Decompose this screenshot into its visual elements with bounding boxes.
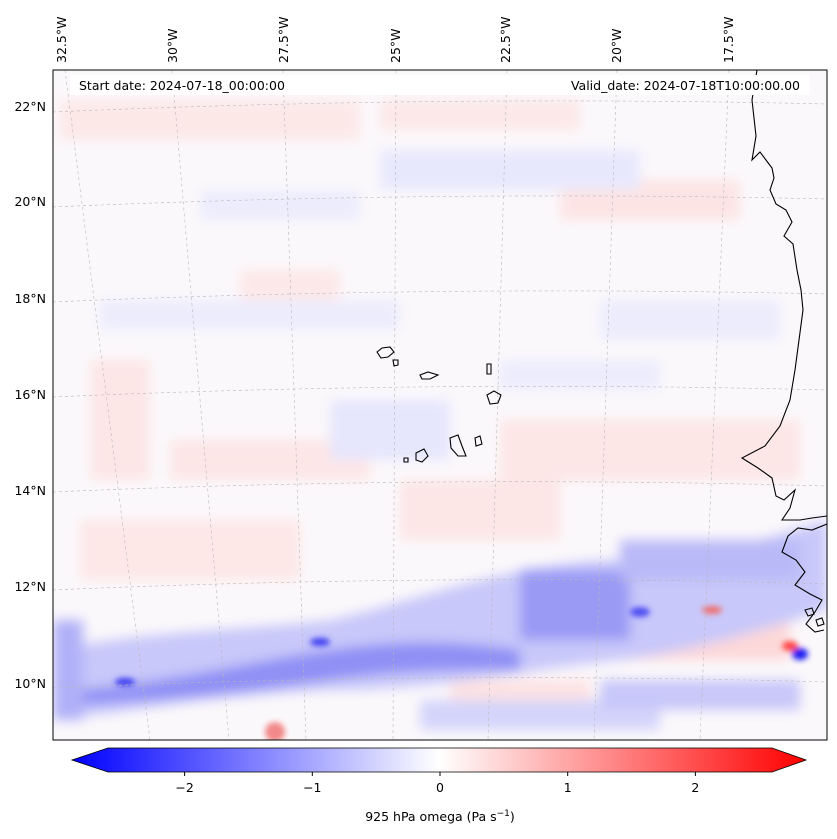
colorbar-tick-label: 0 [436, 780, 444, 795]
africa-coast [740, 70, 827, 521]
coastlines [376, 70, 827, 633]
colorbar-tick-label: −1 [303, 780, 321, 795]
colorbar-ticks: −2 −1 0 1 2 [175, 772, 699, 795]
lat-label-12n: 12°N [14, 579, 46, 594]
island-santiago [449, 434, 467, 457]
island-boa-vista [486, 390, 502, 405]
graticule [53, 70, 827, 740]
lon-label-32-5w: 32.5°W [54, 17, 69, 63]
valid-date-label: Valid_date: 2024-07-18T10:00:00.00 [571, 78, 800, 93]
lon-label-30w: 30°W [165, 28, 180, 63]
lat-label-16n: 16°N [14, 387, 46, 402]
lon-label-20w: 20°W [609, 28, 624, 63]
omega-extremes [115, 606, 808, 740]
start-date-label: Start date: 2024-07-18_00:00:00 [79, 78, 285, 93]
map-frame [52, 69, 828, 741]
header-band [70, 75, 810, 95]
lon-label-25w: 25°W [388, 28, 403, 63]
lat-label-14n: 14°N [14, 483, 46, 498]
colorbar: −2 −1 0 1 2 925 hPa omega (Pa s−1) [70, 747, 808, 824]
omega-field [53, 70, 827, 740]
latitude-labels: 22°N 20°N 18°N 16°N 14°N 12°N 10°N [14, 99, 46, 691]
omega-shading [53, 100, 827, 730]
island-sal [486, 363, 492, 375]
bijagos-islands [804, 607, 825, 627]
island-maio [474, 435, 483, 447]
colorbar-tick-label: −2 [175, 780, 193, 795]
lat-label-22n: 22°N [14, 99, 46, 114]
island-brava [403, 457, 409, 463]
lat-label-20n: 20°N [14, 194, 46, 209]
colorbar-label: 925 hPa omega (Pa s−1) [365, 809, 515, 824]
colorbar-tick-label: 1 [564, 780, 572, 795]
lat-label-10n: 10°N [14, 676, 46, 691]
island-fogo [415, 448, 429, 463]
lon-label-17-5w: 17.5°W [721, 17, 736, 63]
lon-label-27-5w: 27.5°W [276, 17, 291, 63]
island-sao-vicente [392, 359, 399, 367]
colorbar-tick-label: 2 [691, 780, 699, 795]
island-santo-antao [376, 346, 395, 359]
lon-label-22-5w: 22.5°W [498, 17, 513, 63]
colorbar-body [70, 747, 808, 773]
africa-coast-south [781, 523, 827, 633]
island-sao-nicolau [419, 371, 440, 380]
lat-label-18n: 18°N [14, 291, 46, 306]
longitude-labels: 32.5°W 30°W 27.5°W 25°W 22.5°W 20°W 17.5… [54, 17, 736, 63]
